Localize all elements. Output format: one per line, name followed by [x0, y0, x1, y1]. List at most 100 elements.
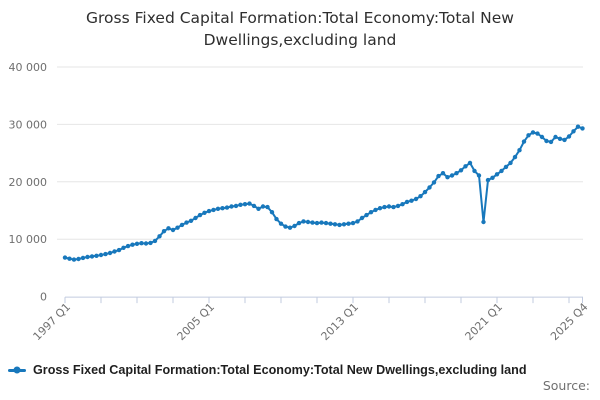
data-point[interactable] — [130, 242, 135, 247]
data-point[interactable] — [382, 204, 387, 210]
data-point[interactable] — [400, 202, 405, 207]
data-point[interactable] — [418, 194, 423, 199]
data-point[interactable] — [323, 220, 329, 226]
data-point[interactable] — [148, 240, 153, 246]
data-point[interactable] — [139, 241, 144, 246]
data-point[interactable] — [283, 224, 288, 229]
data-point[interactable] — [161, 229, 167, 234]
data-point[interactable] — [193, 215, 198, 221]
data-point[interactable] — [85, 254, 90, 260]
data-point[interactable] — [125, 243, 131, 249]
data-point[interactable] — [395, 203, 401, 209]
data-point[interactable] — [481, 219, 486, 225]
data-point[interactable] — [170, 227, 176, 233]
data-point[interactable] — [490, 175, 495, 180]
data-point[interactable] — [485, 177, 491, 183]
data-point[interactable] — [314, 220, 320, 226]
data-point[interactable] — [508, 160, 513, 166]
data-point[interactable] — [557, 136, 563, 141]
data-point[interactable] — [494, 172, 500, 177]
data-point[interactable] — [566, 134, 572, 139]
data-point[interactable] — [431, 180, 437, 185]
data-point[interactable] — [332, 222, 338, 227]
data-point[interactable] — [499, 168, 504, 174]
data-point[interactable] — [103, 251, 108, 257]
data-point[interactable] — [436, 173, 441, 179]
data-point[interactable] — [377, 206, 383, 211]
data-point[interactable] — [427, 185, 432, 190]
data-point[interactable] — [571, 129, 576, 134]
data-point[interactable] — [188, 218, 194, 223]
data-point[interactable] — [319, 220, 324, 225]
data-point[interactable] — [386, 204, 392, 209]
data-point[interactable] — [233, 203, 239, 209]
data-point[interactable] — [202, 210, 207, 215]
data-point[interactable] — [175, 225, 180, 230]
data-point[interactable] — [278, 221, 284, 226]
data-point[interactable] — [80, 255, 86, 261]
data-point[interactable] — [197, 212, 203, 218]
data-point[interactable] — [251, 203, 257, 209]
data-point[interactable] — [71, 257, 77, 262]
data-point[interactable] — [458, 168, 464, 173]
data-point[interactable] — [76, 256, 81, 262]
data-point[interactable] — [553, 134, 558, 140]
data-point[interactable] — [346, 221, 351, 226]
data-point[interactable] — [467, 160, 473, 166]
data-point[interactable] — [179, 222, 185, 228]
data-point[interactable] — [364, 212, 369, 218]
data-point[interactable] — [310, 220, 315, 225]
data-point[interactable] — [562, 137, 567, 143]
data-point[interactable] — [89, 254, 95, 259]
data-point[interactable] — [355, 219, 360, 224]
data-point[interactable] — [166, 226, 171, 231]
data-point[interactable] — [143, 241, 149, 246]
data-point[interactable] — [544, 138, 549, 144]
data-point[interactable] — [211, 207, 216, 213]
data-point[interactable] — [67, 256, 72, 261]
data-point[interactable] — [409, 198, 414, 203]
data-point[interactable] — [247, 201, 252, 206]
data-point[interactable] — [503, 164, 509, 170]
data-point[interactable] — [517, 148, 522, 153]
data-point[interactable] — [440, 171, 446, 176]
data-point[interactable] — [530, 130, 536, 135]
data-point[interactable] — [112, 249, 117, 254]
data-point[interactable] — [454, 171, 459, 176]
data-point[interactable] — [152, 238, 158, 244]
data-point[interactable] — [269, 210, 275, 215]
data-point[interactable] — [215, 206, 221, 211]
data-point[interactable] — [274, 216, 279, 222]
data-point[interactable] — [391, 204, 396, 210]
data-point[interactable] — [539, 134, 545, 140]
data-point[interactable] — [62, 255, 68, 260]
data-point[interactable] — [521, 139, 527, 144]
data-point[interactable] — [260, 204, 266, 209]
data-point[interactable] — [512, 154, 518, 160]
data-point[interactable] — [373, 207, 378, 213]
data-point[interactable] — [94, 253, 99, 258]
legend[interactable]: Gross Fixed Capital Formation:Total Econ… — [8, 363, 527, 377]
data-point[interactable] — [157, 234, 162, 239]
data-point[interactable] — [368, 210, 374, 215]
data-point[interactable] — [476, 173, 482, 178]
data-point[interactable] — [220, 206, 225, 211]
data-point[interactable] — [301, 219, 306, 224]
data-point[interactable] — [265, 204, 270, 210]
data-point[interactable] — [305, 219, 311, 225]
data-point[interactable] — [526, 133, 531, 138]
data-point[interactable] — [350, 220, 356, 226]
data-point[interactable] — [359, 215, 365, 221]
data-point[interactable] — [206, 208, 212, 214]
data-point[interactable] — [121, 245, 126, 250]
data-point[interactable] — [224, 205, 230, 210]
data-point[interactable] — [238, 202, 243, 207]
data-point[interactable] — [337, 222, 342, 228]
data-point[interactable] — [463, 164, 468, 169]
data-point[interactable] — [413, 196, 419, 202]
data-point[interactable] — [472, 168, 477, 174]
data-point[interactable] — [292, 223, 297, 229]
data-point[interactable] — [229, 204, 234, 209]
data-point[interactable] — [404, 199, 410, 205]
data-point[interactable] — [328, 221, 333, 226]
